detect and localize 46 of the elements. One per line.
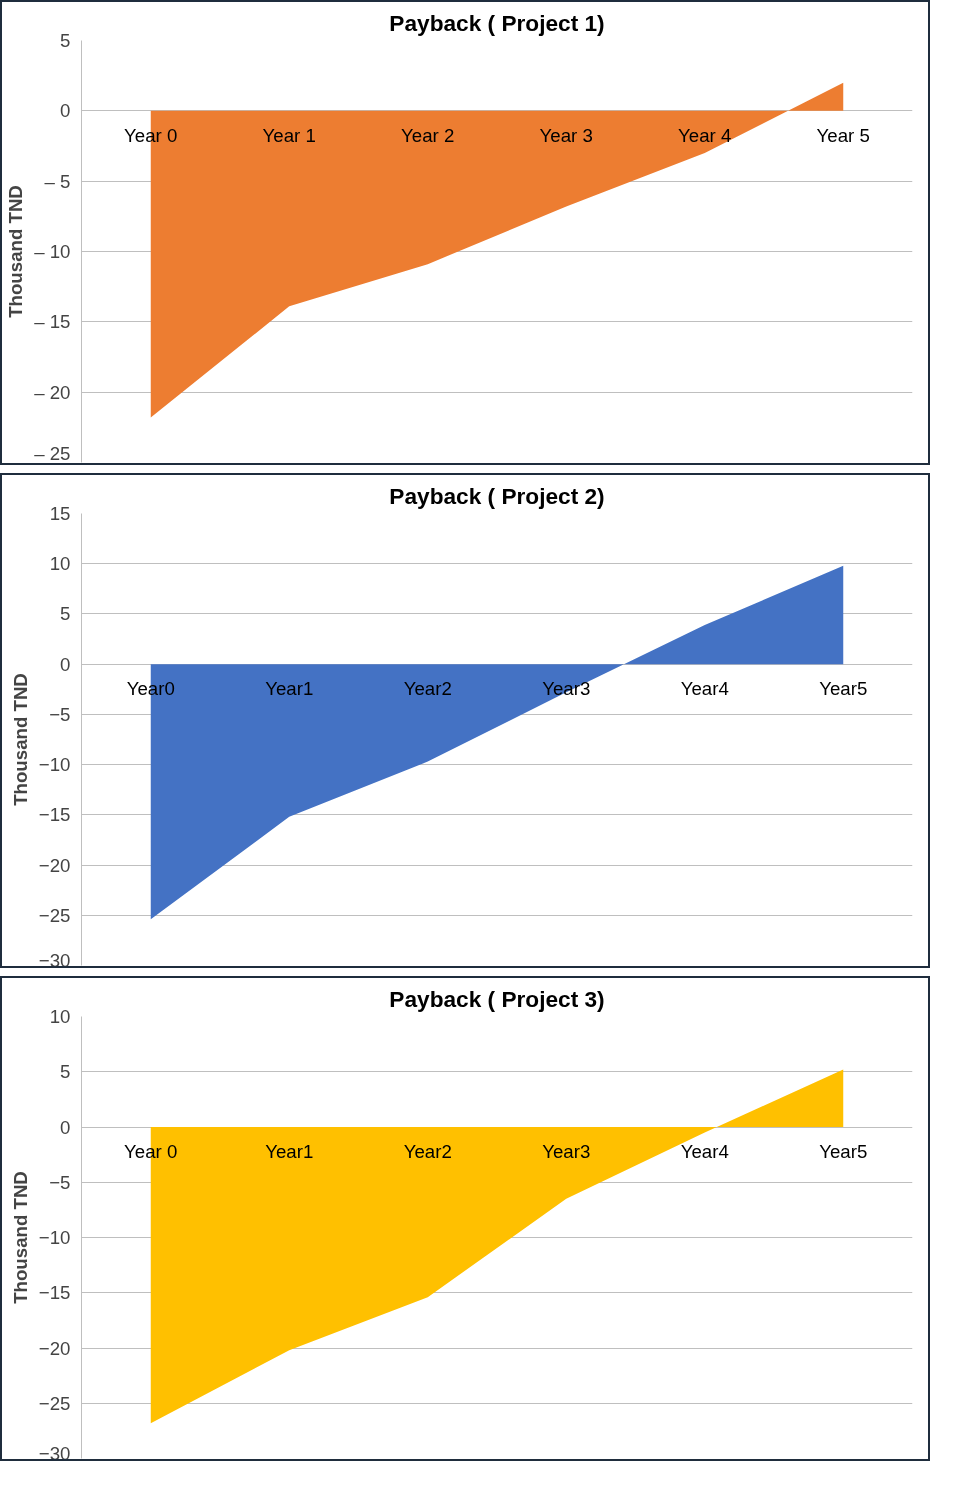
y-tick-label: −20 (38, 854, 71, 876)
y-tick-label: −20 (38, 1337, 71, 1359)
y-tick-label: −5 (49, 703, 71, 725)
y-tick-label: 0 (60, 100, 71, 122)
x-tick-label: Year5 (819, 678, 868, 700)
y-tick-label: 15 (49, 503, 71, 524)
y-tick-label: −10 (38, 1227, 71, 1248)
y-axis-title: Thousand TND (9, 1171, 31, 1304)
y-tick-label: −10 (38, 754, 71, 776)
chart-title: Payback ( Project 3) (389, 985, 605, 1012)
y-tick-label: −30 (38, 949, 71, 971)
y-tick-label: – 25 (34, 442, 71, 464)
x-tick-label: Year1 (265, 678, 314, 700)
y-tick-label: −5 (49, 1171, 71, 1193)
y-tick-label: 5 (60, 1061, 71, 1083)
y-tick-label: 0 (60, 1116, 71, 1138)
chart-title: Payback ( Project 2) (389, 482, 605, 509)
y-tick-label: −25 (38, 904, 71, 926)
x-tick-label: Year 5 (816, 124, 870, 146)
y-tick-label: −15 (38, 804, 71, 826)
x-tick-label: Year3 (542, 1141, 591, 1162)
y-tick-label: 10 (49, 1006, 71, 1027)
y-tick-label: 5 (60, 603, 71, 625)
x-tick-label: Year2 (403, 1141, 452, 1162)
y-tick-label: 10 (49, 553, 71, 575)
y-axis-title: Thousand TND (5, 185, 27, 318)
y-tick-label: 5 (60, 30, 71, 51)
y-tick-label: −25 (38, 1392, 71, 1414)
x-tick-label: Year 1 (262, 124, 316, 146)
x-tick-label: Year 2 (401, 124, 455, 146)
x-tick-label: Year4 (680, 1141, 729, 1162)
chart-title: Payback ( Project 1) (389, 9, 605, 36)
x-tick-label: Year2 (403, 678, 452, 700)
x-tick-label: Year 3 (539, 124, 593, 146)
x-tick-label: Year5 (819, 1141, 868, 1162)
y-tick-label: – 20 (34, 381, 71, 403)
x-tick-label: Year 4 (678, 124, 732, 146)
y-axis-title: Thousand TND (9, 673, 31, 806)
y-tick-label: – 10 (34, 241, 71, 262)
y-tick-label: – 15 (34, 311, 71, 333)
x-tick-label: Year1 (265, 1141, 314, 1162)
y-tick-label: −30 (38, 1442, 71, 1464)
y-tick-label: −15 (38, 1282, 71, 1304)
x-tick-label: Year4 (680, 678, 729, 700)
y-tick-label: – 5 (44, 170, 71, 192)
y-tick-label: 0 (60, 653, 71, 675)
